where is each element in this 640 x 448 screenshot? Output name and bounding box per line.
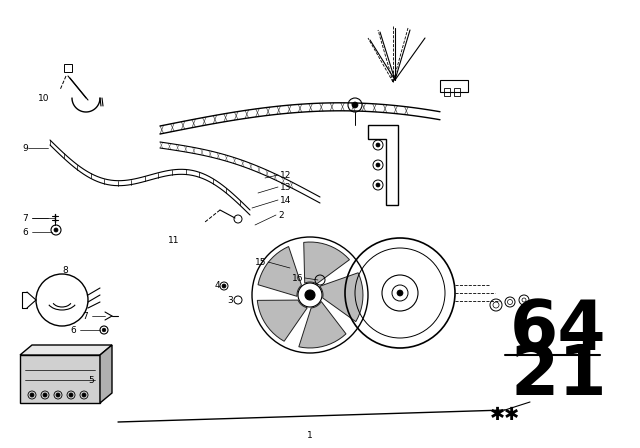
Text: 8: 8 — [62, 266, 68, 275]
Circle shape — [222, 284, 226, 288]
Circle shape — [82, 393, 86, 397]
Circle shape — [305, 290, 315, 300]
Polygon shape — [257, 300, 307, 341]
Text: 64: 64 — [510, 297, 607, 363]
Circle shape — [397, 290, 403, 296]
Circle shape — [376, 163, 380, 167]
Text: ✱✱: ✱✱ — [490, 406, 520, 424]
Circle shape — [376, 183, 380, 187]
Circle shape — [30, 393, 34, 397]
Circle shape — [69, 393, 73, 397]
Text: 16: 16 — [292, 273, 303, 283]
Text: 6: 6 — [22, 228, 28, 237]
Text: 14: 14 — [280, 195, 291, 204]
Text: 10: 10 — [38, 94, 49, 103]
Bar — [444, 88, 450, 96]
Polygon shape — [319, 273, 363, 322]
Text: 21: 21 — [510, 341, 607, 409]
Bar — [64, 64, 72, 72]
Text: 15: 15 — [255, 258, 266, 267]
Bar — [454, 88, 460, 96]
Circle shape — [43, 393, 47, 397]
Text: 1: 1 — [307, 431, 313, 439]
Circle shape — [376, 143, 380, 147]
Polygon shape — [258, 246, 301, 297]
Polygon shape — [100, 345, 112, 403]
Text: 13: 13 — [280, 182, 291, 191]
Polygon shape — [304, 242, 349, 284]
Circle shape — [352, 102, 358, 108]
Text: 9: 9 — [22, 143, 28, 152]
Polygon shape — [299, 302, 346, 348]
Bar — [440, 80, 468, 92]
Text: 3: 3 — [227, 296, 233, 305]
Text: 5: 5 — [88, 375, 93, 384]
Text: 7: 7 — [82, 311, 88, 320]
Text: 4: 4 — [215, 280, 221, 289]
Text: 11: 11 — [168, 236, 179, 245]
Circle shape — [54, 228, 58, 232]
Text: 2: 2 — [278, 211, 284, 220]
Circle shape — [56, 393, 60, 397]
Text: 7: 7 — [22, 214, 28, 223]
Polygon shape — [20, 345, 112, 355]
Bar — [20, 355, 100, 403]
Text: 12: 12 — [280, 171, 291, 180]
Circle shape — [102, 328, 106, 332]
Text: 6: 6 — [70, 326, 76, 335]
